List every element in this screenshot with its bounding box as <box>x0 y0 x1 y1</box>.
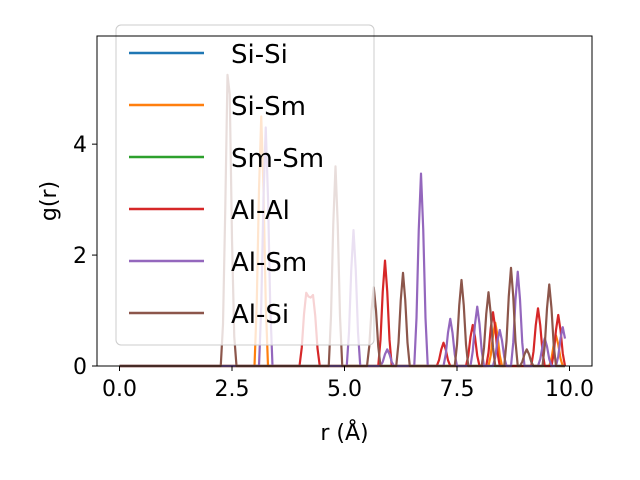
legend-label: Si-Sm <box>231 92 306 122</box>
x-tick-label: 0.0 <box>102 377 137 402</box>
x-tick-label: 7.5 <box>440 377 475 402</box>
legend-label: Al-Sm <box>231 248 307 278</box>
legend: Si-Si Si-Sm Sm-Sm Al-Al Al-Sm Al-Si <box>115 24 375 346</box>
legend-label: Al-Al <box>231 196 290 226</box>
x-tick-label: 5.0 <box>327 377 362 402</box>
legend-label: Al-Si <box>231 300 289 330</box>
legend-label: Si-Si <box>231 40 288 70</box>
legend-box <box>115 24 375 346</box>
y-tick-label: 2 <box>73 244 87 269</box>
x-axis-label: r (Å) <box>320 419 368 446</box>
x-axis: 0.0 2.5 5.0 7.5 10.0 <box>102 366 594 402</box>
y-tick-label: 0 <box>73 355 87 380</box>
y-axis-label: g(r) <box>37 181 62 221</box>
x-tick-label: 10.0 <box>545 377 594 402</box>
x-tick-label: 2.5 <box>215 377 250 402</box>
y-tick-label: 4 <box>73 133 87 158</box>
y-axis: 0 2 4 <box>73 133 97 380</box>
legend-label: Sm-Sm <box>231 144 324 174</box>
